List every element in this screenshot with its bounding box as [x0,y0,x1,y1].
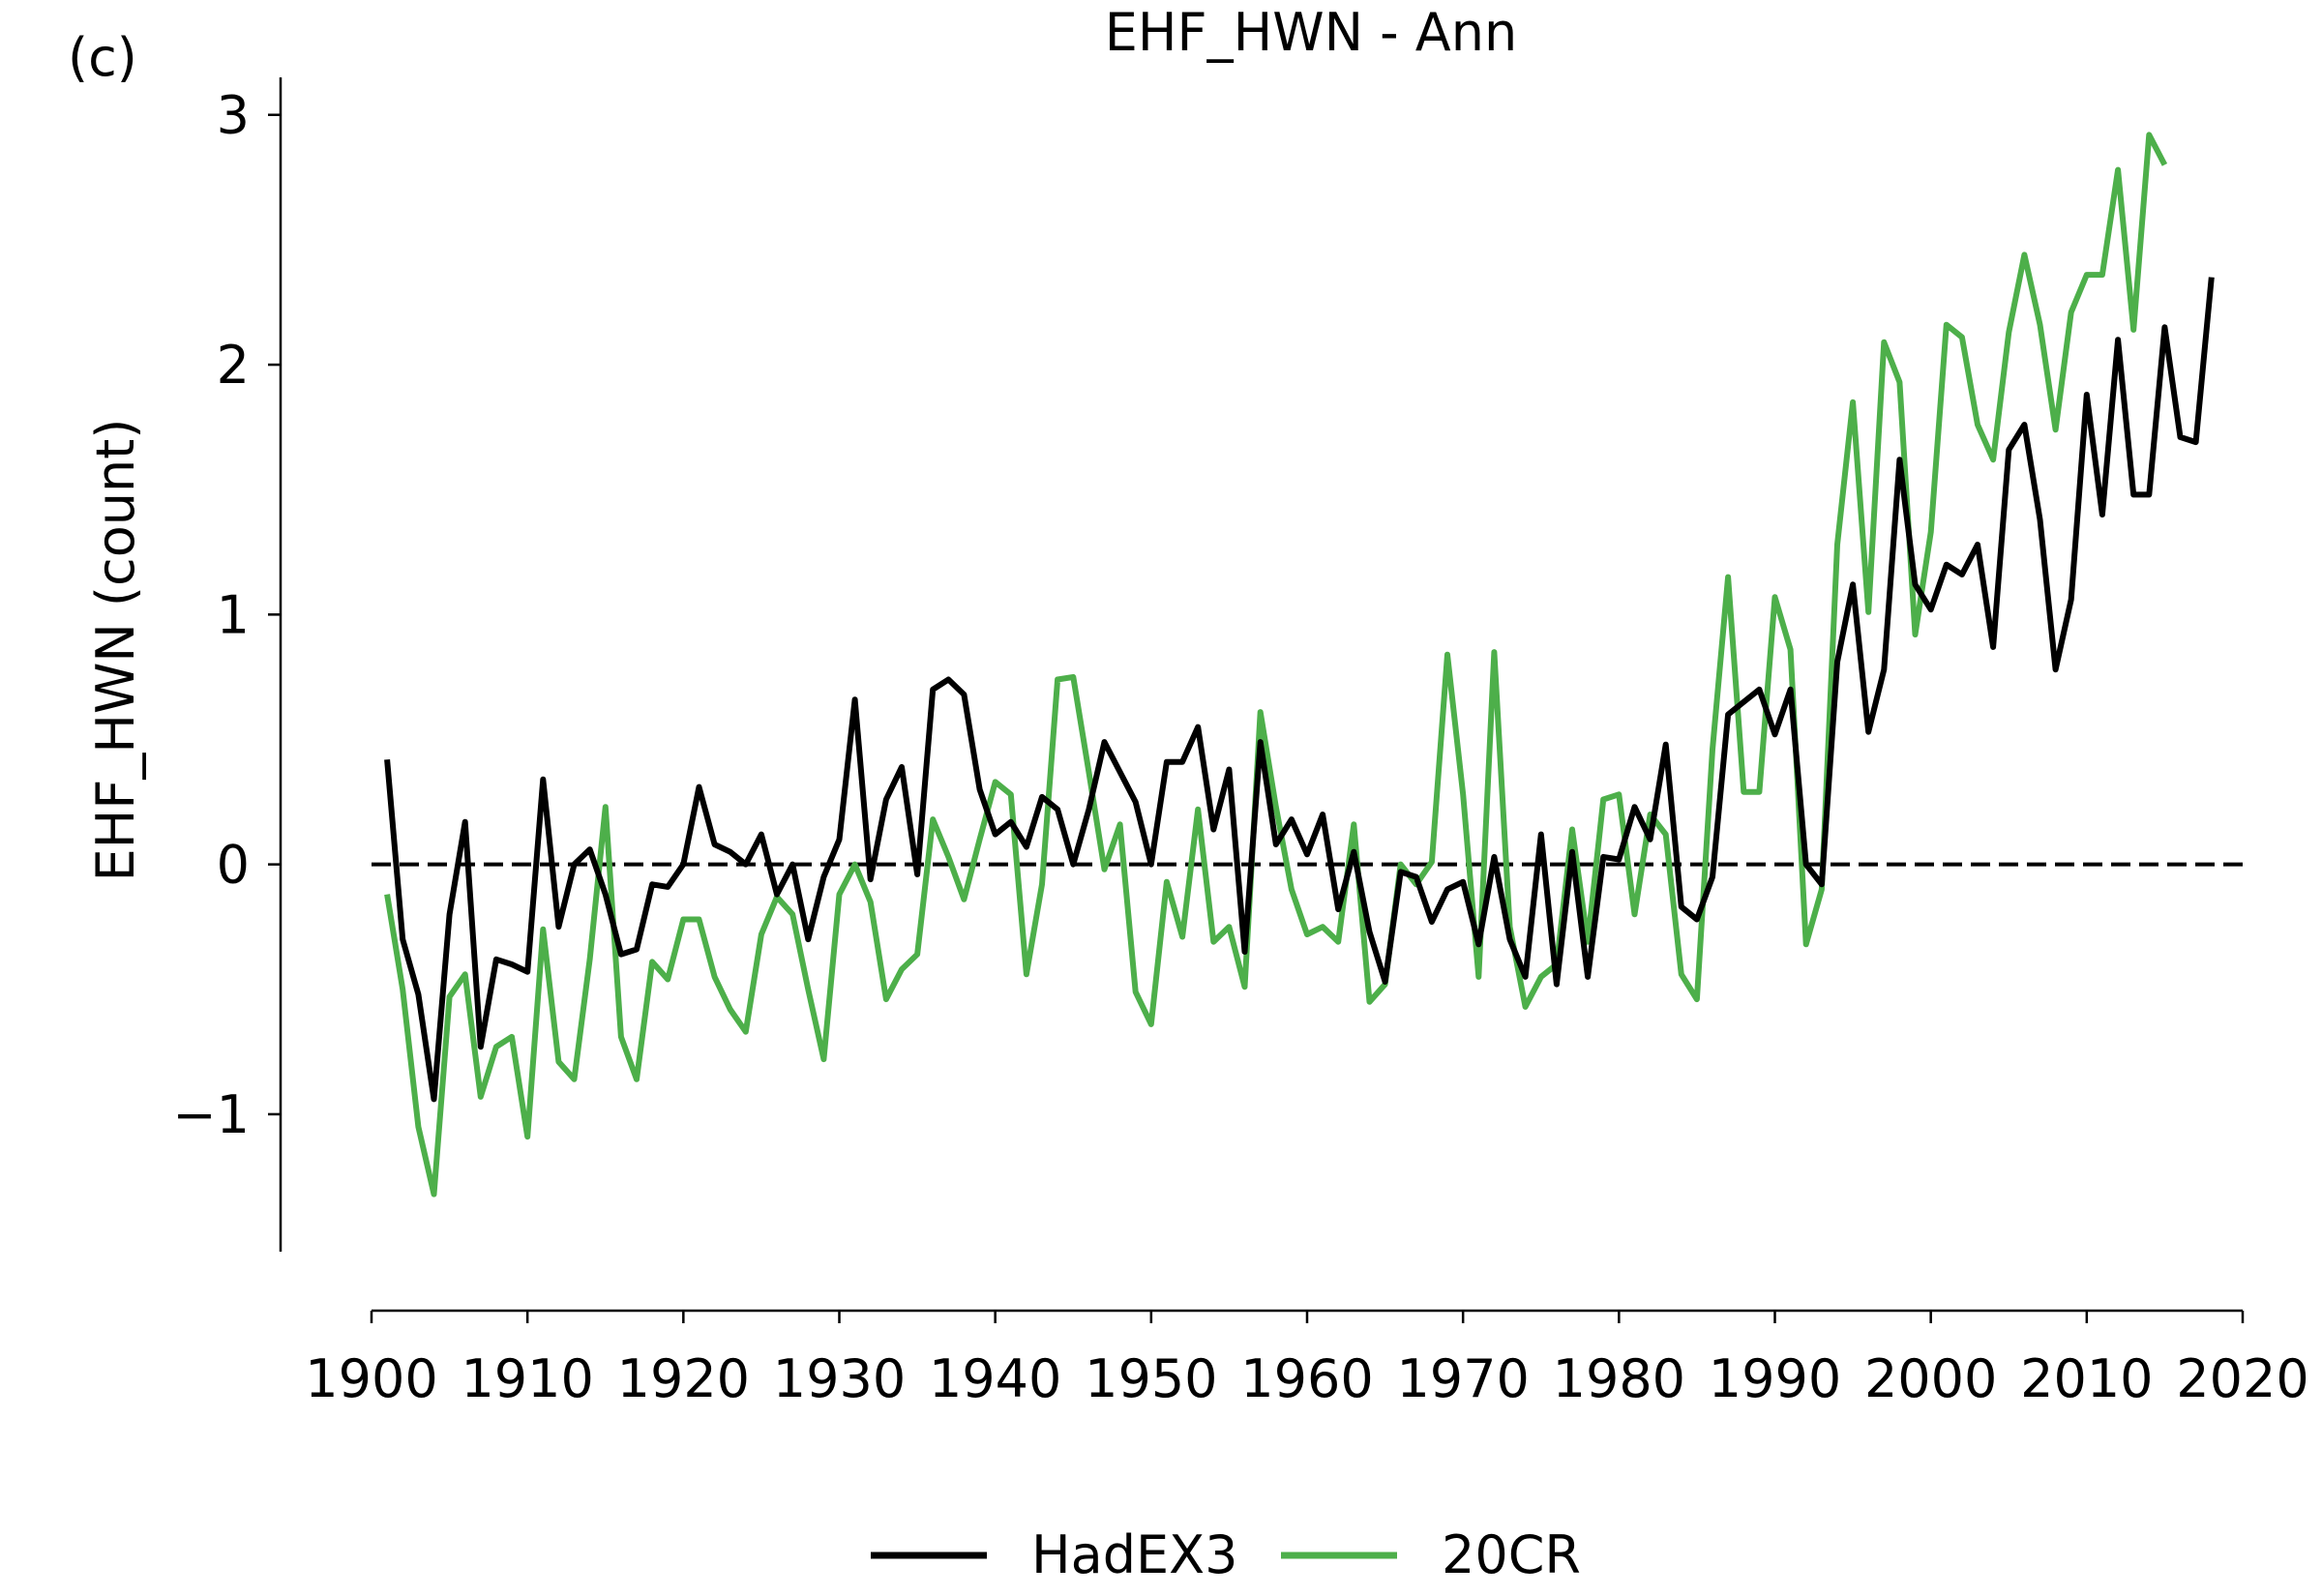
x-ticks: 1900 1910 1920 1930 1940 1950 1960 1970 1980 1990… [305,1311,2309,1409]
y-axis-label: EHF_HWN (count) [85,419,146,882]
x-tick-label: 1940 [929,1348,1061,1409]
y-tick-label: 0 [217,835,250,896]
y-tick-label: −1 [172,1084,250,1145]
y-tick-label: 1 [217,584,250,645]
x-tick-label: 2000 [1864,1348,1997,1409]
x-tick-label: 1930 [773,1348,906,1409]
panel-label: (c) [68,27,137,88]
x-tick-label: 1910 [461,1348,593,1409]
legend-label-hadex3: HadEX3 [1031,1524,1237,1585]
x-tick-label: 1970 [1396,1348,1529,1409]
y-tick-label: 2 [217,335,250,396]
series-line-20cr [384,132,2168,1197]
x-tick-label: 1990 [1709,1348,1841,1409]
y-ticks: −1 0 1 2 3 [172,85,281,1145]
x-tick-label: 1920 [617,1348,750,1409]
x-tick-label: 1900 [305,1348,437,1409]
series-layer [384,132,2215,1197]
series-line-hadex3 [384,277,2215,1103]
legend: HadEX3 20CR [871,1524,1581,1585]
x-tick-label: 2010 [2020,1348,2153,1409]
y-tick-label: 3 [217,85,250,146]
x-tick-label: 1960 [1240,1348,1373,1409]
x-tick-label: 2020 [2176,1348,2308,1409]
x-tick-label: 1950 [1085,1348,1217,1409]
chart-title: EHF_HWN - Ann [1105,2,1517,63]
x-tick-label: 1980 [1553,1348,1685,1409]
legend-label-20cr: 20CR [1442,1524,1581,1585]
